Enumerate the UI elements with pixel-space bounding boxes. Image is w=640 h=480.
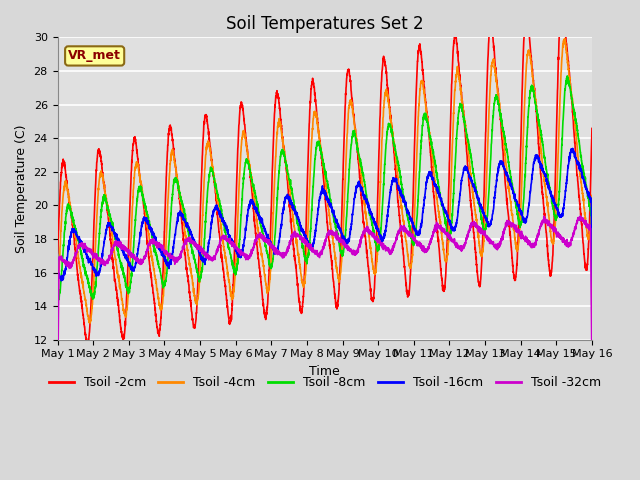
Title: Soil Temperatures Set 2: Soil Temperatures Set 2 [226,15,424,33]
Text: VR_met: VR_met [68,49,121,62]
X-axis label: Time: Time [309,365,340,378]
Y-axis label: Soil Temperature (C): Soil Temperature (C) [15,124,28,253]
Legend: Tsoil -2cm, Tsoil -4cm, Tsoil -8cm, Tsoil -16cm, Tsoil -32cm: Tsoil -2cm, Tsoil -4cm, Tsoil -8cm, Tsoi… [44,371,606,394]
